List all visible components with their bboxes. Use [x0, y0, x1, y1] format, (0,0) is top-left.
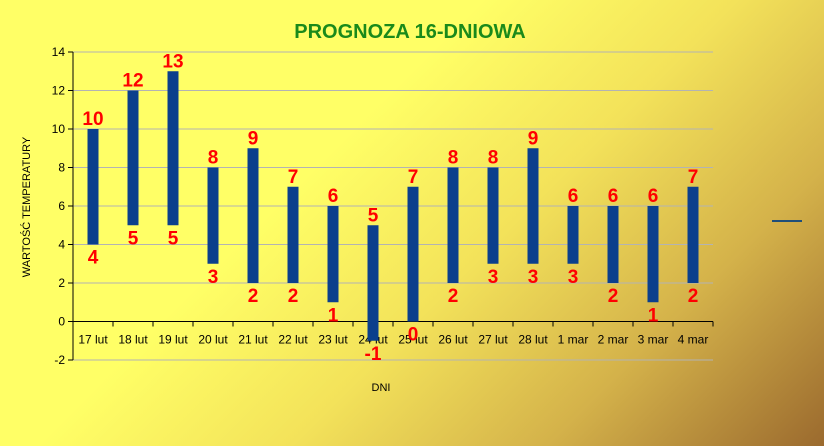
bars [87, 71, 699, 341]
low-label: 2 [608, 286, 619, 307]
x-tick-label: 22 lut [278, 333, 308, 347]
range-bar [607, 206, 619, 283]
high-label: 13 [162, 51, 183, 72]
range-bar [247, 148, 259, 283]
range-bar [127, 90, 139, 226]
x-tick-label: 2 mar [598, 333, 629, 347]
y-tick-label: -2 [54, 353, 65, 367]
low-label: 1 [328, 305, 339, 326]
x-tick-label: 4 mar [678, 333, 709, 347]
low-label: 1 [648, 305, 659, 326]
high-label: 9 [248, 128, 259, 149]
high-label: 6 [608, 186, 619, 207]
low-label: 5 [128, 228, 139, 249]
low-label: 3 [208, 267, 219, 288]
high-label: 12 [122, 71, 143, 92]
range-bar [367, 225, 379, 341]
high-label: 7 [408, 167, 419, 188]
high-label: 10 [82, 109, 103, 130]
y-tick-labels: -2 0 2 4 6 8 10 12 14 [52, 45, 66, 367]
range-bar [487, 167, 499, 264]
range-bar [327, 206, 339, 303]
low-label: 2 [288, 286, 299, 307]
range-bar [87, 129, 99, 245]
high-label: 8 [208, 148, 219, 169]
y-tick-label: 12 [52, 84, 66, 98]
x-tick-label: 20 lut [198, 333, 228, 347]
range-bar [647, 206, 659, 303]
y-tick-label: 2 [58, 276, 65, 290]
range-bar [287, 186, 299, 283]
y-tick-label: 4 [58, 238, 65, 252]
high-label: 7 [688, 167, 699, 188]
low-label: 2 [248, 286, 259, 307]
x-tick-label: 18 lut [118, 333, 148, 347]
x-tick-label: 21 lut [238, 333, 268, 347]
y-axis-label: WARTOŚĆ TEMPERATURY [20, 136, 33, 277]
x-tick-label: 26 lut [438, 333, 468, 347]
low-label: 4 [88, 248, 99, 269]
low-label: -1 [365, 344, 382, 365]
x-tick-label: 23 lut [318, 333, 348, 347]
low-label: 3 [528, 267, 539, 288]
y-tick-label: 14 [52, 45, 66, 59]
y-tick-label: 6 [58, 199, 65, 213]
low-label: 5 [168, 228, 179, 249]
x-tick-label: 28 lut [518, 333, 548, 347]
high-label: 8 [488, 148, 499, 169]
x-tick-label: 1 mar [558, 333, 589, 347]
high-label: 8 [448, 148, 459, 169]
range-bar [567, 206, 579, 264]
high-label: 9 [528, 128, 539, 149]
x-tick-label: 17 lut [78, 333, 108, 347]
high-label: 5 [368, 205, 379, 226]
high-label: 6 [328, 186, 339, 207]
x-tick-label: 27 lut [478, 333, 508, 347]
range-bar [687, 186, 699, 283]
range-bar [527, 148, 539, 264]
low-label: 0 [408, 325, 419, 346]
range-bar [407, 186, 419, 322]
x-tick-label: 3 mar [638, 333, 669, 347]
chart-title: PROGNOZA 16-DNIOWA [294, 21, 526, 43]
high-label: 7 [288, 167, 299, 188]
range-bar [207, 167, 219, 264]
low-label: 2 [448, 286, 459, 307]
y-tick-label: 8 [58, 161, 65, 175]
range-bar [447, 167, 459, 283]
y-tick-label: 10 [52, 122, 66, 136]
value-labels: 10 4 12 5 13 5 8 3 9 2 7 2 6 1 5 -1 7 0 8 2 8 3 9 3 6 3 6 2 6 1 7 2 [82, 51, 698, 365]
x-axis-label: DNI [372, 382, 391, 394]
grid [68, 51, 714, 361]
low-label: 3 [488, 267, 499, 288]
low-label: 3 [568, 267, 579, 288]
y-tick-label: 0 [58, 315, 65, 329]
x-tick-labels: 17 lut 18 lut 19 lut 20 lut 21 lut 22 lut 23 l… [78, 333, 708, 347]
high-label: 6 [568, 186, 579, 207]
high-label: 6 [648, 186, 659, 207]
x-tick-label: 25 lut [398, 333, 428, 347]
range-bar [167, 71, 179, 226]
x-tick-label: 19 lut [158, 333, 188, 347]
low-label: 2 [688, 286, 699, 307]
